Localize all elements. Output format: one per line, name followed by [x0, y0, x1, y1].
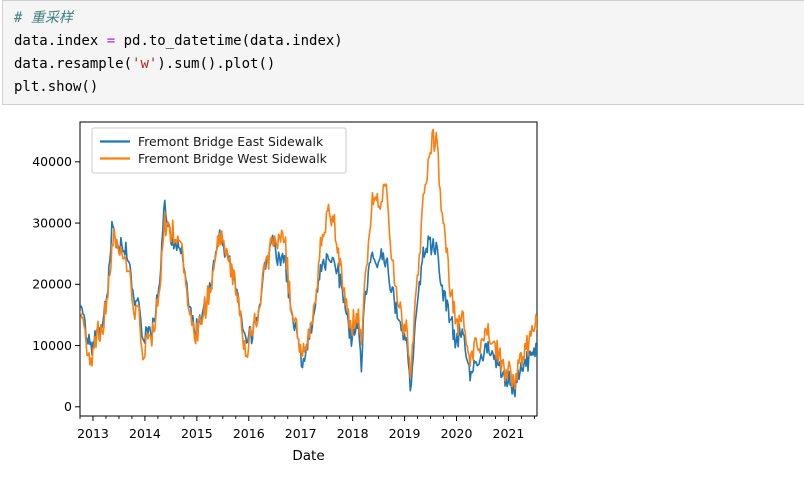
legend-label-east: Fremont Bridge East Sidewalk	[138, 134, 324, 149]
legend: Fremont Bridge East Sidewalk Fremont Bri…	[91, 127, 347, 174]
x-tick-label: 2013	[77, 426, 109, 441]
series-east-line	[80, 199, 537, 398]
x-tick-label: 2020	[441, 426, 473, 441]
line-chart: 2013 2014 2015 2016 2017 2018 2019 2020 2021 0 10…	[32, 121, 538, 464]
y-tick-label: 10000	[32, 338, 72, 353]
x-tick-label: 2016	[233, 426, 265, 441]
series-lines	[80, 128, 537, 398]
code-token-plain: plt.show()	[14, 79, 99, 95]
code-line[interactable]: data.resample('w').sum().plot()	[14, 53, 804, 76]
x-axis-label: Date	[292, 448, 324, 464]
y-tick-label: 30000	[32, 215, 72, 230]
code-token-plain: pd.to_datetime(data.index)	[115, 33, 343, 49]
code-line[interactable]: # 重采样	[14, 7, 804, 30]
series-west-line	[80, 128, 537, 390]
plot-output: 2013 2014 2015 2016 2017 2018 2019 2020 2021 0 10…	[15, 108, 560, 486]
x-tick-label: 2017	[285, 426, 317, 441]
code-token-string: 'w'	[132, 56, 158, 72]
code-cell[interactable]: # 重采样 data.index = pd.to_datetime(data.in…	[2, 0, 804, 105]
x-axis: 2013 2014 2015 2016 2017 2018 2019 2020 2021	[77, 416, 535, 441]
code-token-plain: ).sum().plot()	[157, 56, 276, 72]
y-tick-label: 20000	[32, 277, 72, 292]
code-token-operator: =	[106, 33, 116, 49]
y-tick-label: 0	[64, 399, 72, 414]
legend-box	[91, 127, 347, 174]
code-line[interactable]: plt.show()	[14, 76, 804, 99]
x-tick-label: 2014	[129, 426, 161, 441]
code-token-plain: data.resample(	[14, 56, 133, 72]
code-line[interactable]: data.index = pd.to_datetime(data.index)	[14, 30, 804, 53]
axes-frame	[79, 121, 538, 417]
code-editor[interactable]: # 重采样 data.index = pd.to_datetime(data.in…	[3, 1, 804, 99]
code-token-comment: # 重采样	[14, 10, 73, 26]
code-token-plain: data.index	[14, 33, 107, 49]
y-axis: 0 10000 20000 30000 40000	[32, 154, 80, 414]
x-tick-label: 2021	[493, 426, 525, 441]
legend-label-west: Fremont Bridge West Sidewalk	[138, 151, 328, 166]
y-tick-label: 40000	[32, 154, 72, 169]
x-tick-label: 2018	[337, 426, 369, 441]
x-tick-label: 2019	[389, 426, 421, 441]
x-tick-label: 2015	[181, 426, 213, 441]
